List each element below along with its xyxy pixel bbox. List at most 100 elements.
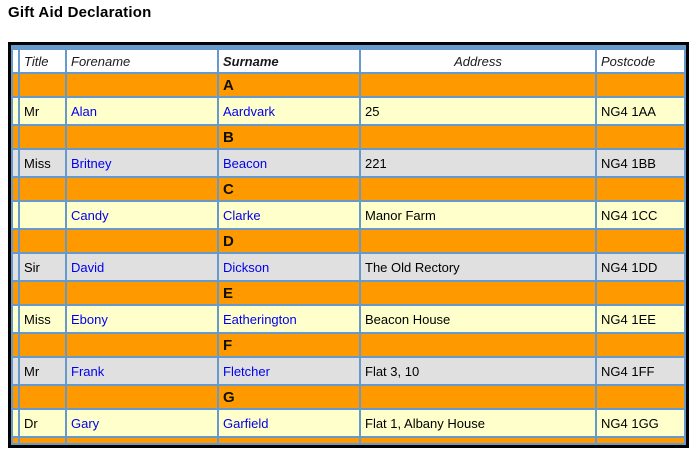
data-row: Miss Britney Beacon 221 NG4 1BB [13, 150, 684, 176]
separator-empty-cell [20, 386, 65, 408]
cell-address: Manor Farm [361, 202, 595, 228]
separator-empty-cell [597, 386, 684, 408]
separator-empty-cell [361, 230, 595, 252]
cell-forename-link[interactable]: Frank [67, 358, 217, 384]
separator-empty-cell [361, 282, 595, 304]
cell-address: 25 [361, 98, 595, 124]
header-forename: Forename [67, 50, 217, 72]
cell-postcode: NG4 1FF [597, 358, 684, 384]
cell-forename-link[interactable]: Ebony [67, 306, 217, 332]
separator-empty-cell [20, 178, 65, 200]
row-spacer-cell [13, 254, 18, 280]
partial-cell [67, 438, 217, 443]
partial-cell [597, 438, 684, 443]
cell-surname-link[interactable]: Clarke [219, 202, 359, 228]
cell-forename-link[interactable]: Gary [67, 410, 217, 436]
header-title: Title [20, 50, 65, 72]
cell-surname-link[interactable]: Dickson [219, 254, 359, 280]
data-row: Mr Frank Fletcher Flat 3, 10 NG4 1FF [13, 358, 684, 384]
separator-empty-cell [67, 74, 217, 96]
data-row: Miss Ebony Eatherington Beacon House NG4 1EE [13, 306, 684, 332]
row-spacer-cell [13, 202, 18, 228]
cell-surname-link[interactable]: Fletcher [219, 358, 359, 384]
separator-empty-cell [597, 282, 684, 304]
separator-row: B [13, 126, 684, 148]
cell-title [20, 202, 65, 228]
cell-title: Mr [20, 358, 65, 384]
cell-surname-link[interactable]: Garfield [219, 410, 359, 436]
cell-address: Flat 1, Albany House [361, 410, 595, 436]
separator-letter: F [219, 334, 359, 356]
separator-empty-cell [20, 74, 65, 96]
cell-title: Dr [20, 410, 65, 436]
separator-letter: G [219, 386, 359, 408]
partial-row [13, 438, 684, 443]
separator-row: E [13, 282, 684, 304]
separator-empty-cell [20, 282, 65, 304]
separator-empty-cell [20, 230, 65, 252]
cell-forename-link[interactable]: Alan [67, 98, 217, 124]
cell-title: Miss [20, 150, 65, 176]
data-row: Mr Alan Aardvark 25 NG4 1AA [13, 98, 684, 124]
row-spacer-cell [13, 306, 18, 332]
cell-title: Sir [20, 254, 65, 280]
separator-empty-cell [67, 334, 217, 356]
header-address: Address [361, 50, 595, 72]
header-postcode-sort-link[interactable]: Postcode [597, 50, 684, 72]
separator-row: F [13, 334, 684, 356]
separator-spacer-cell [13, 178, 18, 200]
separator-empty-cell [67, 282, 217, 304]
separator-empty-cell [20, 334, 65, 356]
separator-row: G [13, 386, 684, 408]
data-row: Sir David Dickson The Old Rectory NG4 1DD [13, 254, 684, 280]
cell-postcode: NG4 1AA [597, 98, 684, 124]
cell-address: 221 [361, 150, 595, 176]
cell-surname-link[interactable]: Eatherington [219, 306, 359, 332]
cell-surname-link[interactable]: Beacon [219, 150, 359, 176]
row-spacer-cell [13, 150, 18, 176]
cell-postcode: NG4 1GG [597, 410, 684, 436]
page-title: Gift Aid Declaration [8, 4, 152, 21]
cell-surname-link[interactable]: Aardvark [219, 98, 359, 124]
cell-title: Miss [20, 306, 65, 332]
separator-spacer-cell [13, 282, 18, 304]
separator-spacer-cell [13, 334, 18, 356]
row-spacer-cell [13, 358, 18, 384]
separator-empty-cell [361, 126, 595, 148]
gift-aid-table: Title Forename Surname Address Postcode … [11, 48, 686, 445]
separator-letter: C [219, 178, 359, 200]
cell-address: Flat 3, 10 [361, 358, 595, 384]
table-frame: Title Forename Surname Address Postcode … [8, 42, 689, 448]
cell-postcode: NG4 1EE [597, 306, 684, 332]
separator-spacer-cell [13, 74, 18, 96]
separator-empty-cell [597, 74, 684, 96]
cell-postcode: NG4 1CC [597, 202, 684, 228]
partial-cell [219, 438, 359, 443]
cell-forename-link[interactable]: David [67, 254, 217, 280]
separator-empty-cell [597, 178, 684, 200]
partial-cell [13, 438, 18, 443]
row-spacer-cell [13, 98, 18, 124]
cell-forename-link[interactable]: Candy [67, 202, 217, 228]
cell-address: The Old Rectory [361, 254, 595, 280]
separator-row: A [13, 74, 684, 96]
header-surname-sort-link[interactable]: Surname [219, 50, 359, 72]
separator-empty-cell [361, 74, 595, 96]
separator-empty-cell [67, 178, 217, 200]
separator-spacer-cell [13, 386, 18, 408]
separator-letter: D [219, 230, 359, 252]
separator-empty-cell [361, 178, 595, 200]
separator-empty-cell [67, 126, 217, 148]
separator-letter: B [219, 126, 359, 148]
separator-empty-cell [597, 334, 684, 356]
separator-empty-cell [361, 334, 595, 356]
separator-empty-cell [597, 126, 684, 148]
separator-letter: E [219, 282, 359, 304]
data-row: Candy Clarke Manor Farm NG4 1CC [13, 202, 684, 228]
cell-forename-link[interactable]: Britney [67, 150, 217, 176]
cell-address: Beacon House [361, 306, 595, 332]
partial-cell [361, 438, 595, 443]
separator-empty-cell [20, 126, 65, 148]
separator-empty-cell [597, 230, 684, 252]
data-row: Dr Gary Garfield Flat 1, Albany House NG4 1G… [13, 410, 684, 436]
